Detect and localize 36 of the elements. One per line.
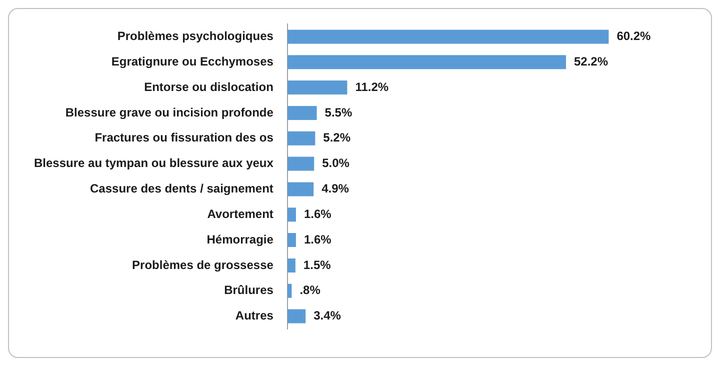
- data-label: 52.2%: [574, 54, 608, 68]
- bar: [287, 30, 609, 44]
- bar: [287, 208, 296, 222]
- bar: [287, 284, 292, 298]
- bar: [287, 182, 314, 196]
- bar: [287, 258, 296, 272]
- y-tick-label: Blessure au tympan ou blessure aux yeux: [34, 156, 274, 170]
- y-tick-label: Avortement: [207, 206, 274, 221]
- bar: [287, 233, 296, 248]
- data-label: .8%: [300, 283, 321, 298]
- data-label: 1.6%: [304, 232, 332, 246]
- data-label: 60.2%: [616, 29, 652, 44]
- y-tick-label: Fractures ou fissuration des os: [94, 130, 274, 145]
- data-label: 5.2%: [323, 130, 351, 145]
- y-tick-label: Brûlures: [224, 283, 274, 298]
- y-tick-label: Cassure des dents / saignement: [90, 182, 274, 196]
- y-tick-label: Hémorragie: [206, 232, 274, 246]
- data-label: 5.5%: [324, 105, 352, 120]
- data-label: 4.9%: [322, 182, 350, 196]
- data-label: 1.5%: [303, 258, 332, 272]
- bar: [287, 106, 317, 120]
- y-tick-label: Problèmes de grossesse: [132, 258, 274, 272]
- y-tick-label: Problèmes psychologiques: [117, 29, 274, 44]
- y-tick-label: Entorse ou dislocation: [144, 80, 274, 94]
- data-label: 5.0%: [322, 156, 350, 170]
- data-label: 3.4%: [314, 308, 342, 323]
- data-label: 11.2%: [355, 80, 389, 94]
- bar: [287, 80, 348, 95]
- y-tick-label: Blessure grave ou incision profonde: [65, 105, 274, 120]
- bar: [287, 156, 314, 171]
- bar: [287, 55, 566, 70]
- bar: [287, 309, 306, 324]
- y-tick-label: Egratignure ou Ecchymoses: [111, 54, 274, 68]
- data-label: 1.6%: [304, 206, 332, 221]
- bar: [287, 131, 316, 146]
- y-tick-label: Autres: [235, 308, 274, 323]
